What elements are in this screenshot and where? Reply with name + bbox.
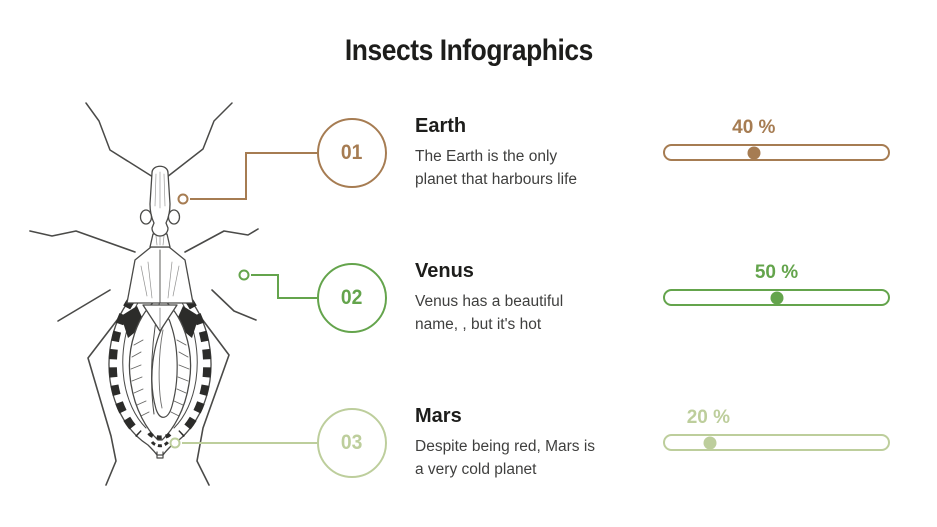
progress-dot-mars — [703, 436, 717, 449]
progress-group-earth: 40 % — [663, 117, 890, 163]
insect-antenna-left — [85, 102, 154, 178]
progress-dot-venus — [770, 291, 783, 304]
insect-tail-tip — [156, 451, 164, 459]
step-number-02: 02 — [341, 286, 363, 309]
item-heading-earth: Earth — [415, 115, 467, 137]
progress-label-mars: 20 % — [686, 407, 731, 428]
progress-bar-earth — [663, 144, 890, 161]
progress-bar-venus — [663, 289, 890, 306]
connector-anchor-03 — [169, 437, 181, 449]
step-circle-01: 01 — [317, 118, 387, 188]
insect-eye-left — [139, 209, 153, 225]
progress-label-venus: 50 % — [754, 262, 799, 283]
item-description-earth: The Earth is the only planet that harbou… — [415, 148, 577, 189]
progress-label-earth: 40 % — [732, 117, 776, 138]
insect-wing-base-dark — [121, 306, 145, 338]
step-number-03: 03 — [341, 431, 363, 454]
item-heading-venus: Venus — [415, 260, 474, 282]
insect-wing-base-dark — [175, 306, 199, 338]
page-title: Insects Infographics — [344, 34, 593, 67]
step-circle-03: 03 — [317, 408, 387, 478]
progress-bar-mars — [663, 434, 890, 451]
progress-group-venus: 50 % — [663, 262, 890, 308]
insect-illustration — [29, 102, 259, 486]
progress-group-mars: 20 % — [663, 407, 890, 453]
insect-legs — [29, 228, 259, 486]
insect-eye-right — [167, 209, 181, 225]
connector-01 — [177, 152, 317, 205]
step-number-01: 01 — [341, 141, 363, 164]
insect-wing-membrane — [151, 318, 178, 418]
connector-anchor-01 — [177, 193, 189, 205]
item-heading-mars: Mars — [415, 405, 462, 427]
progress-dot-earth — [747, 146, 761, 159]
step-circle-02: 02 — [317, 263, 387, 333]
connector-02 — [238, 269, 317, 299]
item-description-venus: Venus has a beautiful name, , but it's h… — [415, 293, 564, 334]
insect-antenna-right — [166, 102, 233, 178]
item-description-mars: Despite being red, Mars is a very cold p… — [415, 438, 596, 479]
connector-03 — [169, 437, 317, 449]
connector-anchor-02 — [238, 269, 250, 281]
